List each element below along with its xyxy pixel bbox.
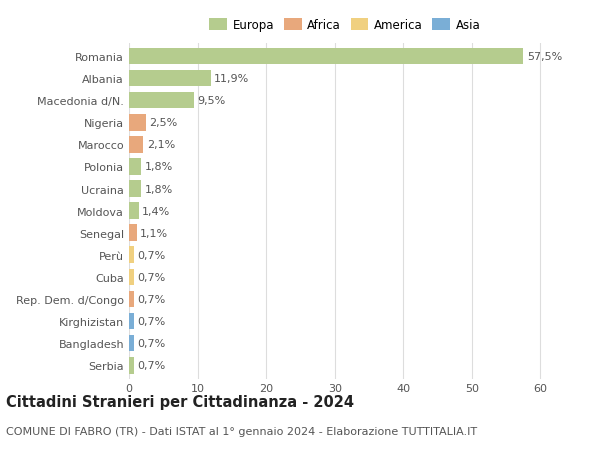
Bar bbox=[129, 291, 134, 308]
Text: 0,7%: 0,7% bbox=[137, 294, 166, 304]
Bar bbox=[129, 203, 139, 219]
Text: 2,5%: 2,5% bbox=[149, 118, 178, 128]
Text: 1,8%: 1,8% bbox=[145, 162, 173, 172]
Bar bbox=[129, 269, 134, 285]
Bar bbox=[129, 335, 134, 352]
Text: 1,4%: 1,4% bbox=[142, 206, 170, 216]
Bar bbox=[129, 159, 142, 175]
Text: Cittadini Stranieri per Cittadinanza - 2024: Cittadini Stranieri per Cittadinanza - 2… bbox=[6, 394, 354, 409]
Text: 9,5%: 9,5% bbox=[197, 96, 226, 106]
Bar bbox=[129, 313, 134, 330]
Bar bbox=[129, 115, 146, 131]
Text: 0,7%: 0,7% bbox=[137, 272, 166, 282]
Bar bbox=[129, 49, 523, 65]
Text: 11,9%: 11,9% bbox=[214, 74, 249, 84]
Text: 57,5%: 57,5% bbox=[527, 52, 562, 62]
Text: 2,1%: 2,1% bbox=[147, 140, 175, 150]
Text: 1,8%: 1,8% bbox=[145, 184, 173, 194]
Bar bbox=[129, 93, 194, 109]
Bar bbox=[129, 225, 137, 241]
Bar bbox=[129, 137, 143, 153]
Text: COMUNE DI FABRO (TR) - Dati ISTAT al 1° gennaio 2024 - Elaborazione TUTTITALIA.I: COMUNE DI FABRO (TR) - Dati ISTAT al 1° … bbox=[6, 426, 477, 436]
Text: 0,7%: 0,7% bbox=[137, 316, 166, 326]
Bar bbox=[129, 71, 211, 87]
Bar bbox=[129, 247, 134, 263]
Text: 1,1%: 1,1% bbox=[140, 228, 168, 238]
Text: 0,7%: 0,7% bbox=[137, 360, 166, 370]
Text: 0,7%: 0,7% bbox=[137, 338, 166, 348]
Bar bbox=[129, 357, 134, 374]
Legend: Europa, Africa, America, Asia: Europa, Africa, America, Asia bbox=[207, 17, 483, 34]
Bar bbox=[129, 181, 142, 197]
Text: 0,7%: 0,7% bbox=[137, 250, 166, 260]
